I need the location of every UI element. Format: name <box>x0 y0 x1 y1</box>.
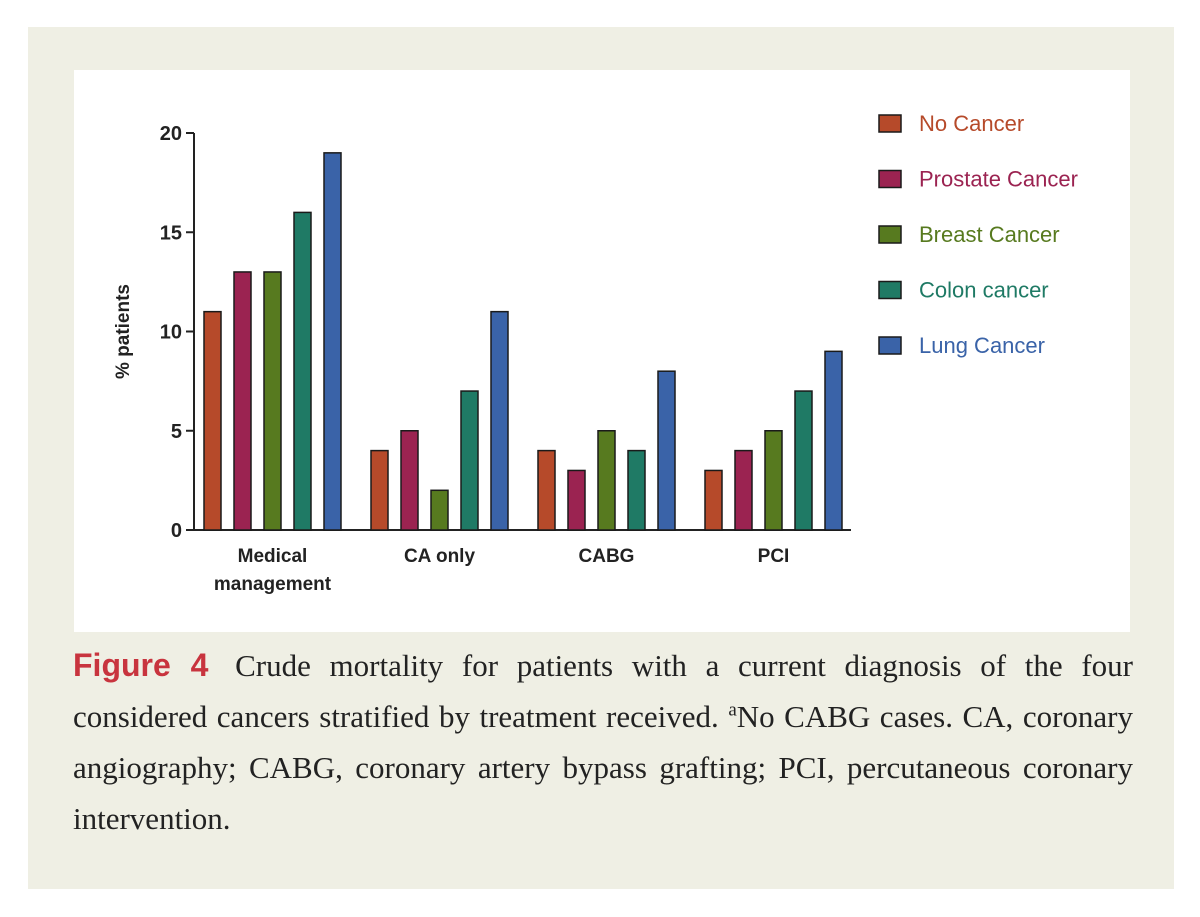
caption-text-after: No CABG cases. CA, coronary angiography;… <box>73 699 1133 836</box>
axes: 0 5 10 15 20 % patients Medical management CA on… <box>113 123 851 595</box>
caption-superscript: a <box>728 699 737 721</box>
legend-swatch <box>878 114 902 133</box>
bar <box>627 449 646 531</box>
legend: No Cancer Prostate Cancer Breast Cancer Col… <box>878 111 1078 358</box>
x-category-label: PCI <box>758 546 790 567</box>
legend-swatch <box>878 336 902 355</box>
legend-label: No Cancer <box>919 111 1024 136</box>
bar <box>203 310 222 531</box>
legend-label: Breast Cancer <box>919 222 1060 247</box>
y-tick-label: 5 <box>171 421 182 443</box>
bar <box>567 469 586 531</box>
bar <box>824 350 843 531</box>
bar <box>400 430 419 531</box>
legend-label: Colon cancer <box>919 278 1049 303</box>
bar <box>370 449 389 531</box>
bar <box>704 469 723 531</box>
y-tick-label: 20 <box>160 123 182 145</box>
x-category-label: CABG <box>579 546 635 567</box>
bar <box>764 430 783 531</box>
bar <box>657 370 676 531</box>
x-category-label: Medical <box>238 546 308 567</box>
legend-swatch <box>878 169 902 189</box>
legend-swatch <box>878 225 902 244</box>
caption-text: Crude mortality for patients with a curr… <box>73 648 1134 734</box>
bar <box>734 449 753 531</box>
y-tick-label: 0 <box>171 520 182 542</box>
bar <box>537 449 556 531</box>
bar <box>263 271 282 531</box>
x-category-label: management <box>214 574 332 595</box>
bar <box>293 211 312 531</box>
bars <box>203 152 843 531</box>
x-category-label: CA only <box>404 546 476 567</box>
bar <box>597 430 616 531</box>
legend-swatch <box>878 280 902 300</box>
y-tick-label: 10 <box>160 322 182 344</box>
bar <box>460 390 479 531</box>
bar <box>323 152 342 531</box>
bar <box>233 271 252 531</box>
y-axis-label: % patients <box>113 284 134 379</box>
bar <box>430 489 449 531</box>
y-tick-label: 15 <box>160 222 182 244</box>
chart-area: 0 5 10 15 20 % patients Medical management CA on… <box>74 70 1130 632</box>
bar-chart: 0 5 10 15 20 % patients Medical management CA on… <box>113 111 1078 595</box>
bar <box>490 310 509 531</box>
figure-label: Figure 4 <box>73 647 209 683</box>
legend-label: Prostate Cancer <box>919 167 1078 192</box>
legend-label: Lung Cancer <box>919 333 1045 358</box>
bar <box>794 390 813 531</box>
figure-caption: Figure 4 Crude mortality for patients wi… <box>73 640 1133 844</box>
